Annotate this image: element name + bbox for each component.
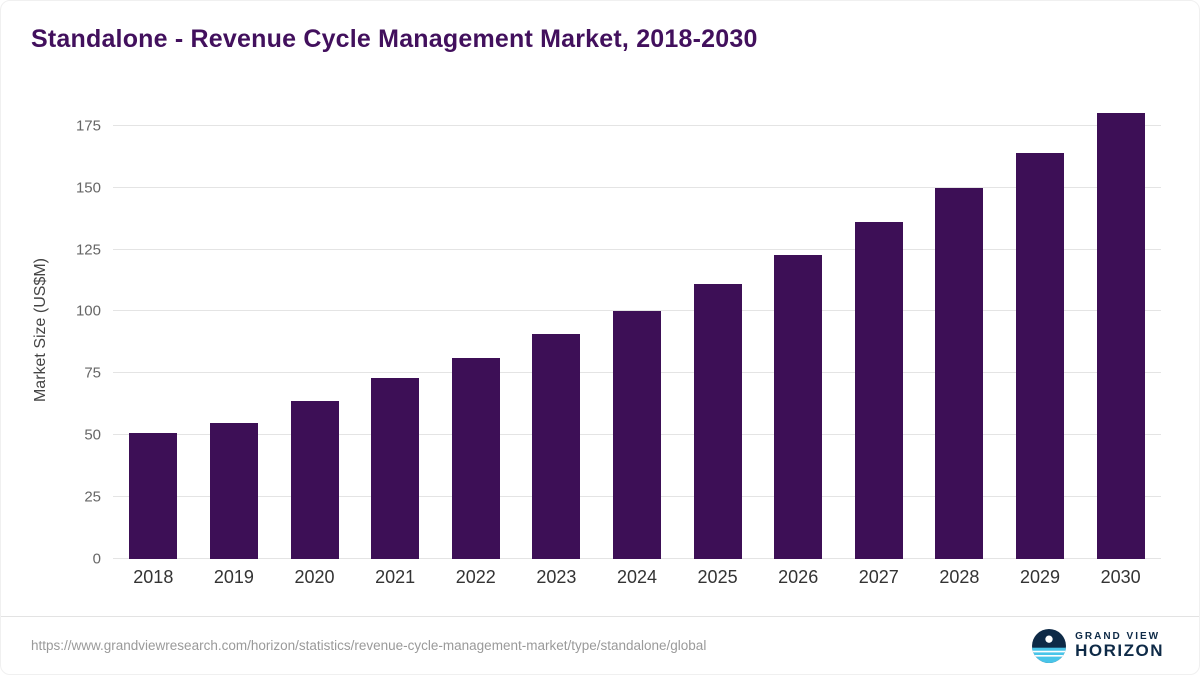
y-tick-label-150: 150 <box>75 179 101 197</box>
bar-2025 <box>693 284 742 559</box>
bar-2026 <box>774 254 823 559</box>
y-axis-title: Market Size (US$M) <box>32 257 49 403</box>
bar-slot-2023 <box>516 101 597 559</box>
bar-slot-2030 <box>1080 101 1161 559</box>
logo-text-grand-view: GRAND VIEW <box>1075 630 1161 642</box>
bar-slot-2025 <box>677 101 758 559</box>
x-tick-label-2025: 2025 <box>697 567 738 587</box>
y-tick-label-50: 50 <box>84 426 101 444</box>
x-tick-label-2023: 2023 <box>536 567 577 587</box>
bars <box>113 101 1161 559</box>
x-tick-label-2024: 2024 <box>616 567 657 587</box>
bar-slot-2019 <box>194 101 275 559</box>
bar-2023 <box>532 333 581 559</box>
bar-slot-2020 <box>274 101 355 559</box>
bar-slot-2026 <box>758 101 839 559</box>
chart-title: Standalone - Revenue Cycle Management Ma… <box>31 25 758 53</box>
x-tick-label-2020: 2020 <box>294 567 335 587</box>
bar-2020 <box>290 400 339 559</box>
y-tick-label-125: 125 <box>75 241 101 259</box>
bar-slot-2029 <box>1000 101 1081 559</box>
bar-slot-2028 <box>919 101 1000 559</box>
bar-slot-2021 <box>355 101 436 559</box>
x-tick-label-2030: 2030 <box>1100 567 1141 587</box>
gridline-100 <box>113 310 1161 312</box>
bar-2029 <box>1016 153 1064 559</box>
x-tick-label-2021: 2021 <box>375 567 416 587</box>
x-tick-label-2022: 2022 <box>455 567 496 587</box>
bar-2030 <box>1096 113 1145 559</box>
bar-2024 <box>612 311 661 559</box>
y-tick-label-75: 75 <box>84 364 101 382</box>
bar-slot-2022 <box>435 101 516 559</box>
gridline-125 <box>113 248 1161 250</box>
x-tick-label-2029: 2029 <box>1019 567 1061 587</box>
horizon-logo-icon <box>1032 628 1067 663</box>
x-axis-ticks: 2018 2019 2020 2021 2022 2023 2024 2025 2026 2027… <box>113 567 1161 588</box>
bar-slot-2024 <box>597 101 678 559</box>
x-tick-label-2019: 2019 <box>213 567 254 587</box>
x-tick-label-2018: 2018 <box>133 567 174 587</box>
bar-2027 <box>854 222 903 559</box>
logo-text: GRAND VIEW HORIZON <box>1075 631 1164 661</box>
bar-2028 <box>935 187 984 559</box>
plot-area <box>113 101 1161 559</box>
y-tick-label-100: 100 <box>75 302 101 320</box>
logo-text-horizon: HORIZON <box>1075 640 1164 660</box>
y-axis-ticks: 0 25 50 75 100 125 150 175 <box>53 101 101 567</box>
bar-2018 <box>129 432 178 559</box>
x-tick-label-2027: 2027 <box>858 567 899 587</box>
grand-view-horizon-logo: GRAND VIEW HORIZON <box>1032 628 1164 663</box>
bar-2022 <box>451 358 500 559</box>
x-tick-label-2028: 2028 <box>939 567 980 587</box>
gridline-175 <box>113 124 1161 126</box>
x-tick-label-2026: 2026 <box>778 567 819 587</box>
bar-2019 <box>209 422 258 559</box>
bar-slot-2027 <box>838 101 919 559</box>
bar-2021 <box>371 378 420 559</box>
gridline-150 <box>113 186 1161 188</box>
source-url: https://www.grandviewresearch.com/horizo… <box>31 638 707 653</box>
y-tick-label-0: 0 <box>92 550 101 568</box>
footer: https://www.grandviewresearch.com/horizo… <box>1 616 1199 674</box>
bar-slot-2018 <box>113 101 194 559</box>
y-tick-label-25: 25 <box>84 488 101 506</box>
y-tick-label-175: 175 <box>75 117 101 135</box>
